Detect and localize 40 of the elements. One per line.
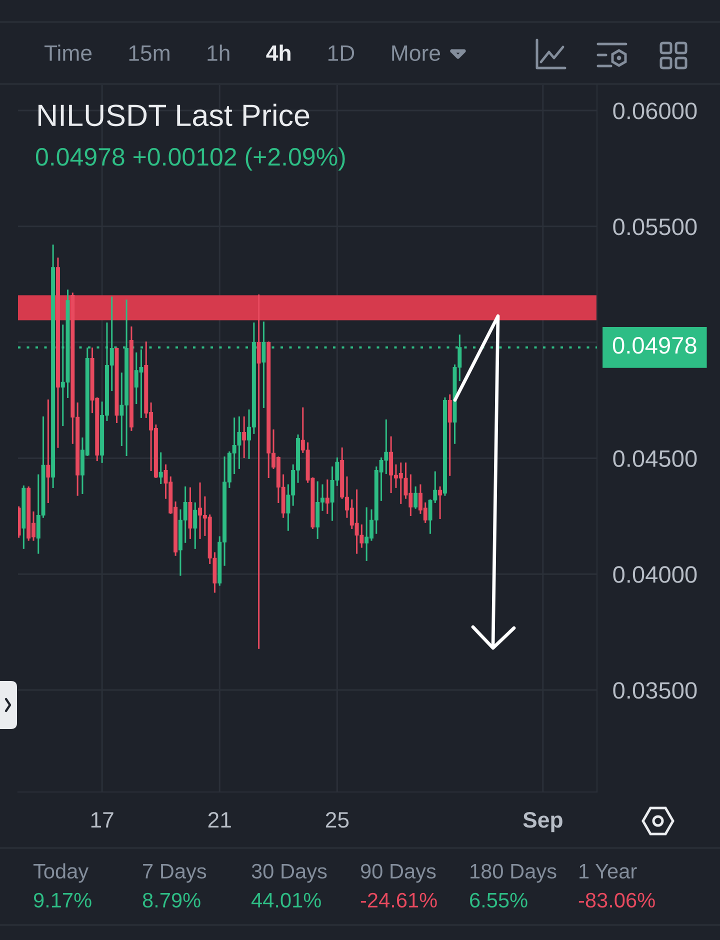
candlestick — [325, 479, 330, 514]
candlestick — [158, 452, 163, 484]
candlestick — [193, 502, 198, 549]
category-label: 30 Days — [252, 864, 327, 883]
text: 9.17% — [34, 892, 92, 908]
category-label: 4h — [266, 44, 290, 61]
category-label: 7 Days — [143, 864, 206, 883]
category-label: More — [392, 45, 440, 61]
text: 44.01% — [251, 892, 321, 908]
text: -24.61% — [360, 892, 437, 908]
y-tick-label: 0.05500 — [613, 218, 697, 236]
category-label: 90 Days — [360, 864, 436, 883]
chart-title: NILUSDT Last Price — [38, 104, 310, 126]
x-tick-label: Sep — [523, 812, 562, 832]
candlestick — [438, 486, 442, 520]
y-tick-label: 0.04500 — [613, 450, 697, 467]
text: 0.04978 +0.00102 (+2.09%) — [36, 147, 345, 171]
category-label: 1D — [328, 45, 354, 61]
category-label: Time — [44, 44, 92, 61]
candlestick — [414, 486, 418, 509]
x-tick-label: 25 — [326, 812, 349, 828]
x-tick-label: 17 — [91, 812, 114, 828]
y-tick-label: 0.03500 — [613, 682, 697, 699]
text: -83.06% — [578, 892, 655, 908]
ref-line-label: 0.04978 — [612, 337, 696, 354]
candlestick — [262, 322, 266, 408]
candlestick — [448, 394, 452, 476]
y-tick-label: 0.06000 — [613, 102, 697, 120]
x-tick-label: 21 — [208, 812, 231, 828]
text: 6.55% — [470, 892, 528, 908]
category-label: 15m — [129, 45, 170, 61]
category-label: 1h — [208, 44, 230, 61]
category-label: 180 Days — [470, 864, 556, 883]
text: 8.79% — [142, 892, 200, 908]
candlestick — [242, 416, 246, 458]
category-label: 1 Year — [580, 864, 637, 879]
y-tick-label: 0.04000 — [613, 566, 697, 583]
category-label: Today — [33, 863, 89, 883]
candlestick — [256, 294, 261, 649]
candlestick — [46, 399, 50, 504]
